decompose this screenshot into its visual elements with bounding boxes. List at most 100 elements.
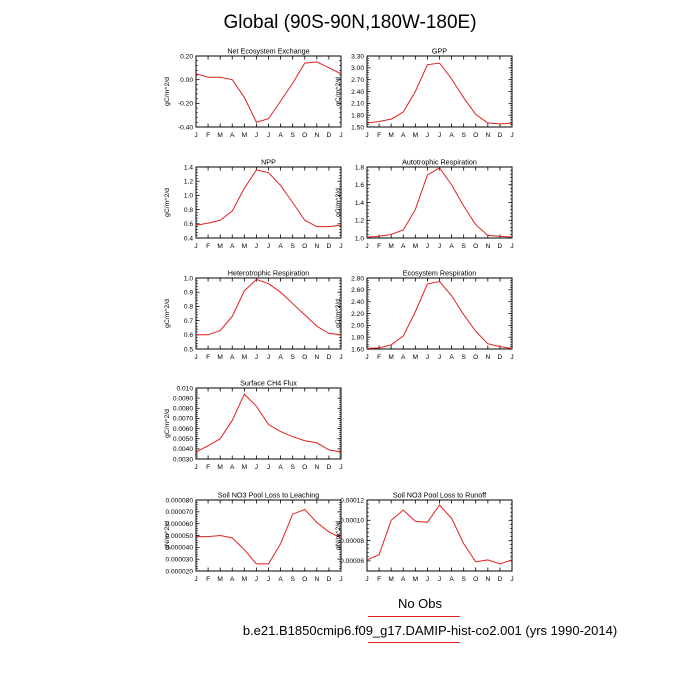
y-tick-label: 2.40 [351,89,364,96]
x-tick-label: J [510,132,513,139]
x-tick-label: M [242,132,248,139]
x-tick-label: A [401,576,406,583]
x-tick-label: J [255,354,258,361]
x-tick-label: F [206,576,210,583]
x-tick-label: A [449,354,454,361]
series-line [195,61,342,123]
x-tick-label: F [377,354,381,361]
x-tick-label: M [413,132,419,139]
x-tick-label: D [327,576,332,583]
panel-title: Ecosystem Respiration [403,269,477,278]
y-tick-label: 1.6 [355,182,364,189]
y-tick-label: 0.000020 [165,568,193,575]
series-line [195,393,342,453]
series-line [366,281,513,349]
chart-panel-6: Ecosystem Respiration gC/m^2/d 1.60 1.80 2.0… [335,269,514,362]
plot-frame [195,166,342,239]
x-tick-label: S [461,576,466,583]
x-tick-label: J [194,132,197,139]
x-tick-label: J [438,243,441,250]
y-tick-label: -0.40 [178,124,193,131]
x-tick-label: M [388,354,394,361]
x-tick-label: J [426,243,429,250]
x-tick-label: O [473,132,478,139]
y-axis-label: gN/m^2/d [335,521,342,550]
x-tick-label: A [278,464,283,471]
x-tick-label: N [314,243,319,250]
x-tick-label: O [302,243,307,250]
y-tick-label: 0.6 [184,332,193,339]
x-tick-label: J [267,354,270,361]
y-tick-label: 3.00 [351,65,364,72]
chart-panel-5: Heterotrophic Respiration gC/m^2/d 0.5 0.6 0… [164,269,343,362]
x-tick-label: D [327,132,332,139]
y-tick-label: 0.0030 [173,456,194,463]
x-tick-label: M [388,243,394,250]
y-tick-label: 1.2 [355,218,364,225]
chart-panel-8: Soil NO3 Pool Loss to LeachinggN/m^2/d0.… [164,491,343,584]
y-tick-label: 1.50 [351,124,364,131]
x-tick-label: J [339,243,342,250]
y-tick-label: 0.9 [184,290,193,297]
x-tick-label: N [314,576,319,583]
y-tick-label: 0.0060 [173,426,194,433]
y-tick-label: 0.0090 [173,395,194,402]
x-tick-label: D [327,354,332,361]
plot-frame [195,277,342,350]
y-tick-label: 0.000050 [165,533,193,540]
x-tick-label: S [290,576,295,583]
y-tick-label: 2.80 [351,275,364,282]
x-tick-label: A [230,464,235,471]
y-tick-label: -0.20 [178,101,193,108]
x-tick-label: J [510,576,513,583]
x-tick-label: O [473,576,478,583]
y-tick-label: 1.4 [184,164,193,171]
x-tick-label: M [388,576,394,583]
x-tick-label: J [255,132,258,139]
chart-panel-4: Autotrophic Respiration gC/m^2/d 1.0 1.2 1.4… [335,158,514,251]
x-tick-label: J [438,576,441,583]
y-tick-label: 1.2 [184,179,193,186]
legend-case-line [368,642,460,643]
y-tick-label: 0.000060 [165,521,193,528]
y-axis-label: gC/m^2/d [164,77,171,106]
x-tick-label: D [498,243,503,250]
x-tick-label: J [267,464,270,471]
y-tick-label: 0.6 [184,221,193,228]
y-tick-label: 1.80 [351,334,364,341]
x-tick-label: A [449,576,454,583]
x-tick-label: M [242,354,248,361]
panel-title: Surface CH4 Flux [240,379,297,388]
x-tick-label: J [339,132,342,139]
legend-case-label: b.e21.B1850cmip6.f09_g17.DAMIP-hist-co2.… [242,623,618,638]
x-tick-label: N [314,354,319,361]
x-tick-label: J [194,243,197,250]
x-tick-label: M [217,132,223,139]
plot-frame [366,55,513,128]
x-tick-label: A [449,243,454,250]
x-tick-label: A [230,576,235,583]
y-axis-label: gC/m^2/d [164,299,171,328]
chart-panel-7: Surface CH4 Flux gC/m^2/d 0.0030 0.0040 0.00… [164,379,343,472]
y-tick-label: 1.0 [355,235,364,242]
x-tick-label: D [327,464,332,471]
plot-frame [366,277,513,350]
series-line [195,169,342,228]
x-tick-label: N [314,464,319,471]
y-tick-label: 1.8 [355,164,364,171]
x-tick-label: M [242,576,248,583]
x-tick-label: N [485,354,490,361]
y-tick-label: 0.00006 [340,558,364,565]
x-tick-label: S [290,354,295,361]
y-tick-label: 0.00010 [340,518,364,525]
x-tick-label: M [217,464,223,471]
x-tick-label: N [485,576,490,583]
y-axis-label: gC/m^2/d [164,188,171,217]
x-tick-label: O [302,464,307,471]
x-tick-label: J [267,243,270,250]
legend-obs-label: No Obs [397,596,443,611]
x-tick-label: J [339,576,342,583]
x-tick-label: M [413,576,419,583]
x-tick-label: O [473,354,478,361]
series-line [366,504,513,565]
